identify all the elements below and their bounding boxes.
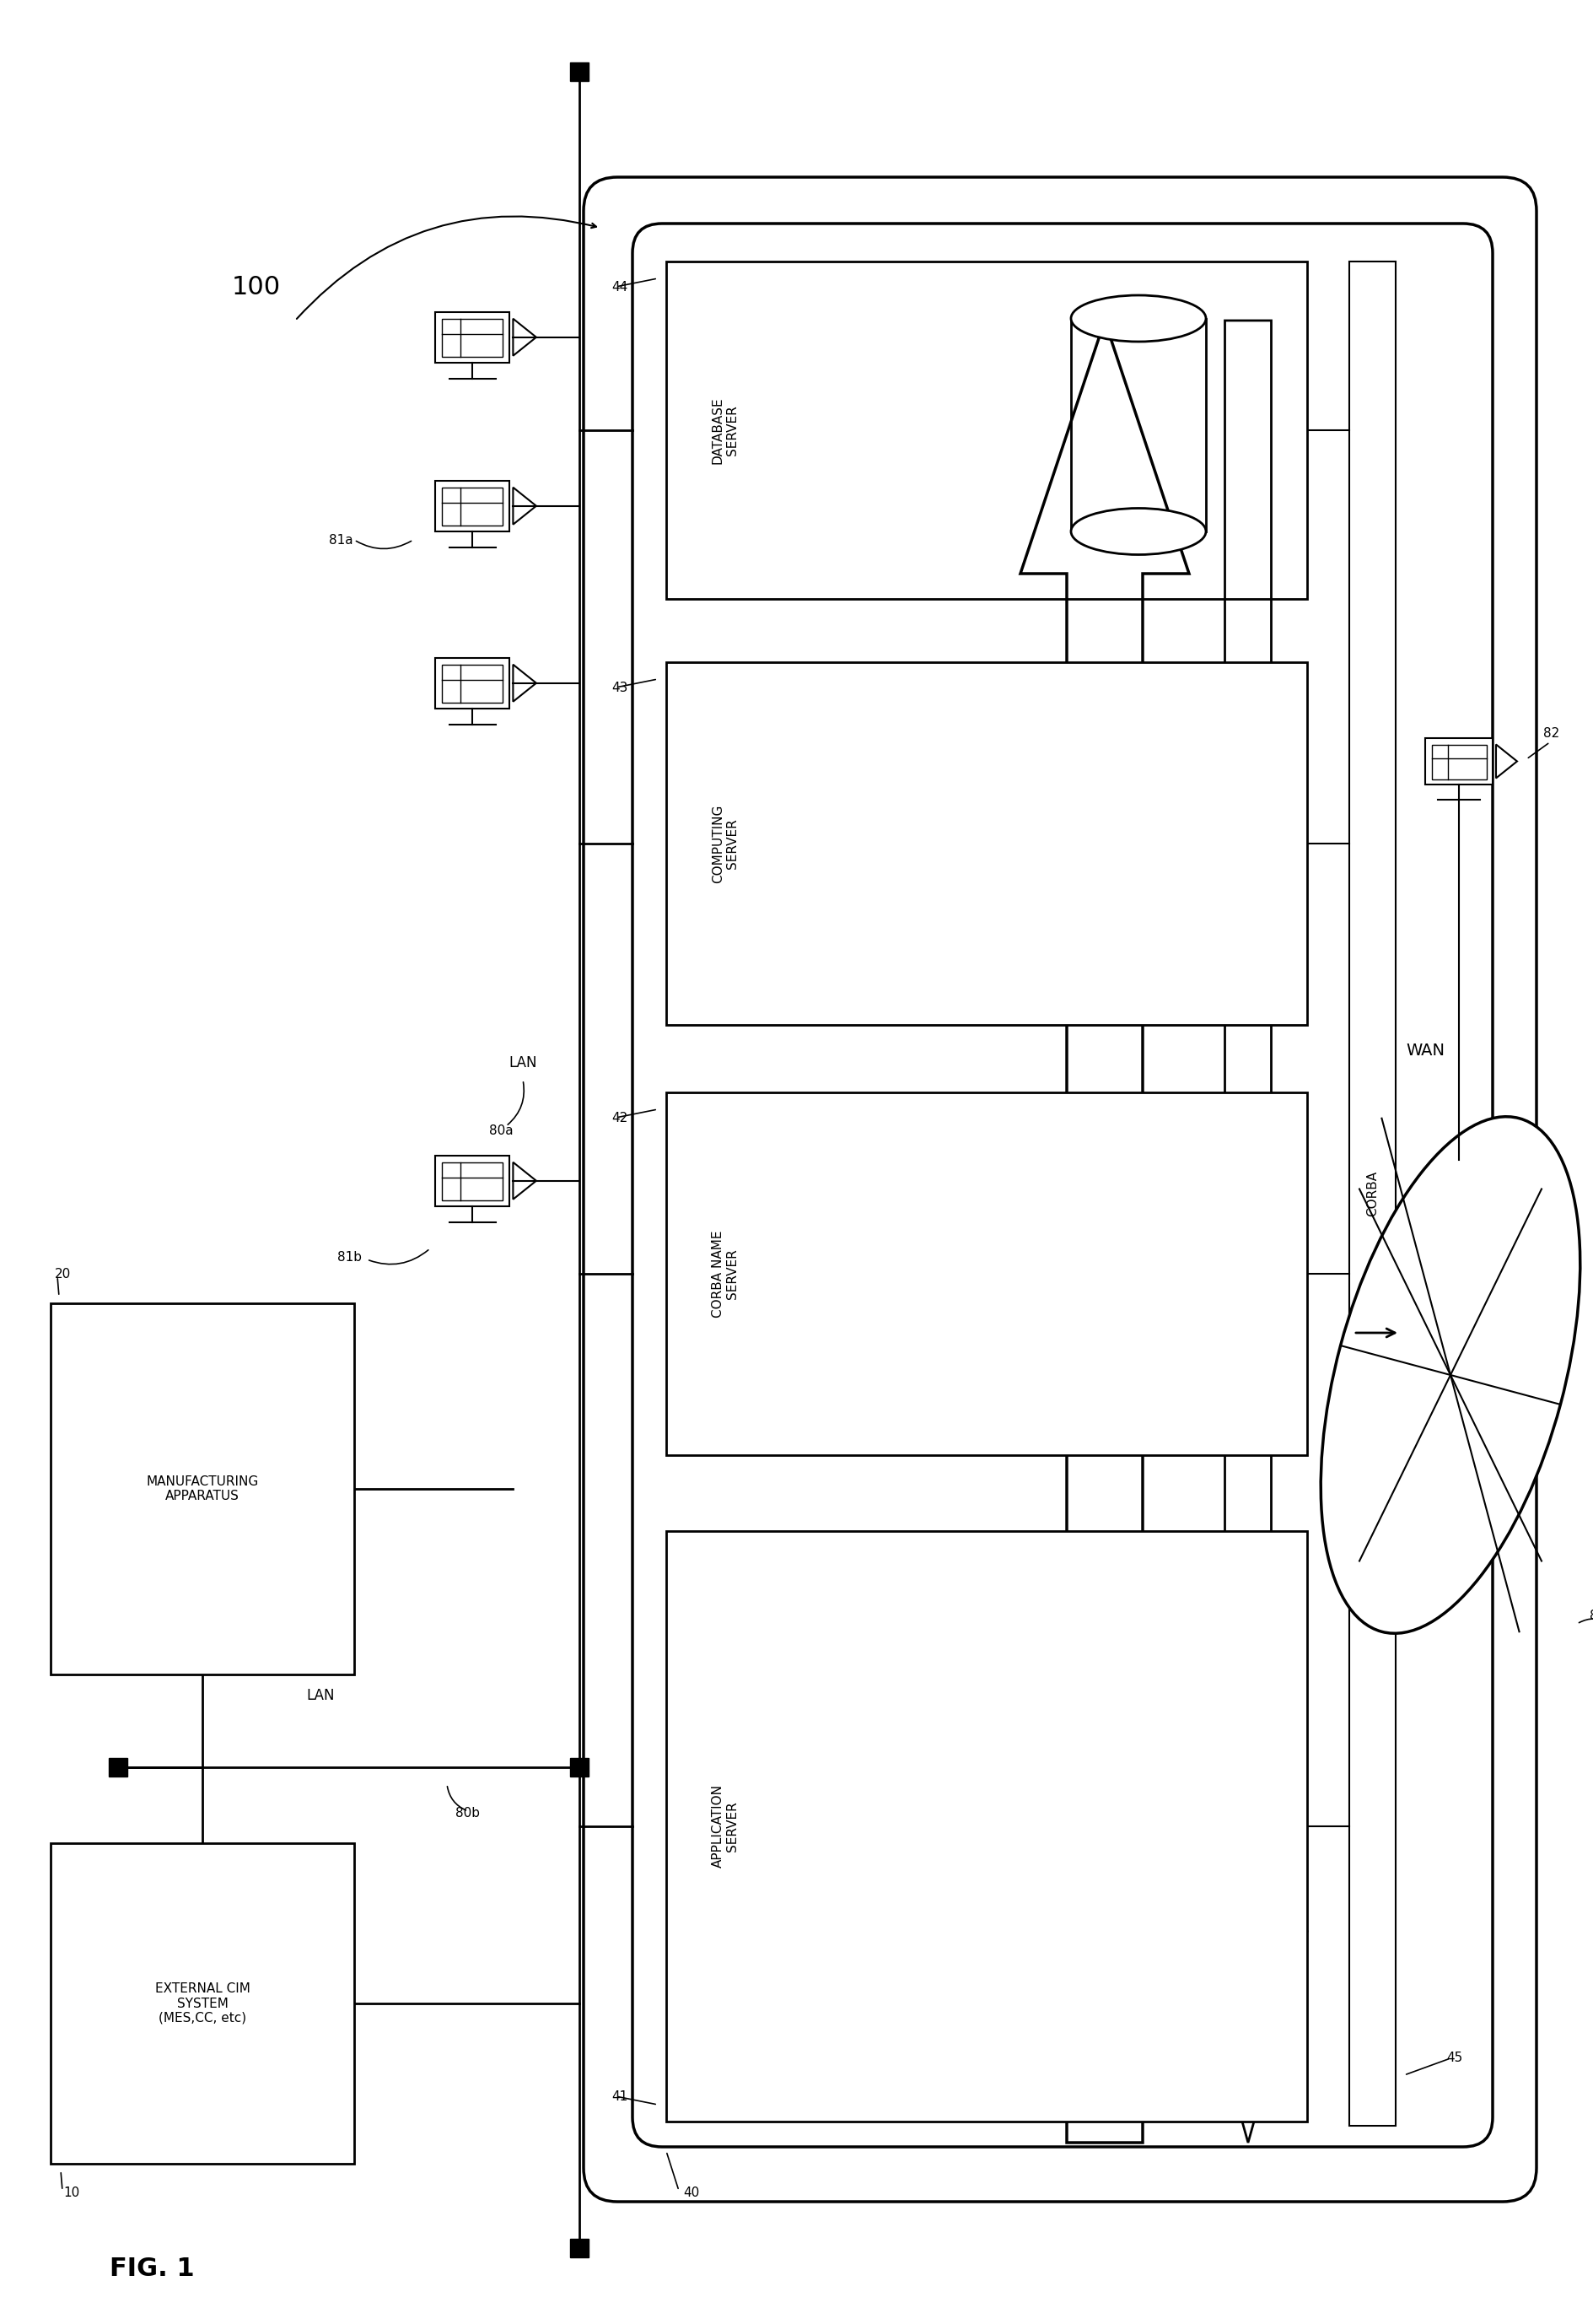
Text: 40: 40 [683, 2187, 699, 2199]
Text: 81b: 81b [338, 1250, 362, 1264]
Bar [51, 1843, 354, 2164]
Bar [666, 1532, 1308, 2122]
Text: EXTERNAL CIM
SYSTEM
(MES,CC, etc): EXTERNAL CIM SYSTEM (MES,CC, etc) [155, 1982, 250, 2024]
Bar [435, 1155, 510, 1206]
Text: 81a: 81a [328, 535, 354, 546]
Ellipse shape [1321, 1116, 1580, 1634]
Text: 44: 44 [612, 281, 628, 293]
Text: MANUFACTURING
APPARATUS: MANUFACTURING APPARATUS [147, 1476, 258, 1504]
Text: 100: 100 [233, 274, 280, 300]
Bar [443, 1162, 502, 1202]
Text: 20: 20 [54, 1267, 72, 1281]
Text: FIG. 1: FIG. 1 [110, 2257, 194, 2282]
Text: 80c: 80c [1590, 1608, 1593, 1622]
Bar [570, 63, 589, 81]
Text: 42: 42 [612, 1111, 628, 1125]
Bar [51, 1304, 354, 1676]
Text: 80b: 80b [456, 1808, 479, 1820]
Bar [1349, 263, 1395, 2126]
Bar [435, 658, 510, 709]
Ellipse shape [1070, 295, 1206, 342]
Text: APPLICATION
SERVER: APPLICATION SERVER [712, 1785, 739, 1868]
Bar [570, 1757, 589, 1776]
Bar [1426, 739, 1493, 786]
Bar [443, 318, 502, 358]
Text: 43: 43 [612, 681, 628, 695]
Bar [443, 488, 502, 525]
Bar [435, 311, 510, 363]
Text: CORBA: CORBA [1367, 1171, 1380, 1215]
Text: 82: 82 [1544, 727, 1560, 739]
Bar [435, 481, 510, 532]
Text: COMPUTING
SERVER: COMPUTING SERVER [712, 804, 739, 883]
Text: CORBA NAME
SERVER: CORBA NAME SERVER [712, 1229, 739, 1318]
Text: 80a: 80a [489, 1125, 513, 1136]
Bar [666, 1092, 1308, 1455]
Bar [666, 263, 1308, 600]
Text: WAN: WAN [1405, 1041, 1445, 1057]
Text: LAN: LAN [306, 1687, 335, 1703]
Bar [570, 2238, 589, 2257]
Text: LAN: LAN [508, 1055, 537, 1071]
Bar [1432, 744, 1486, 779]
FancyBboxPatch shape [632, 223, 1493, 2147]
Bar [666, 662, 1308, 1025]
Bar [443, 665, 502, 704]
Text: DATABASE
SERVER: DATABASE SERVER [712, 397, 739, 465]
Bar [108, 1757, 127, 1776]
Text: 45: 45 [1446, 2052, 1462, 2064]
Text: 10: 10 [64, 2187, 80, 2199]
FancyBboxPatch shape [583, 177, 1537, 2201]
Ellipse shape [1070, 509, 1206, 555]
Text: 41: 41 [612, 2089, 628, 2103]
